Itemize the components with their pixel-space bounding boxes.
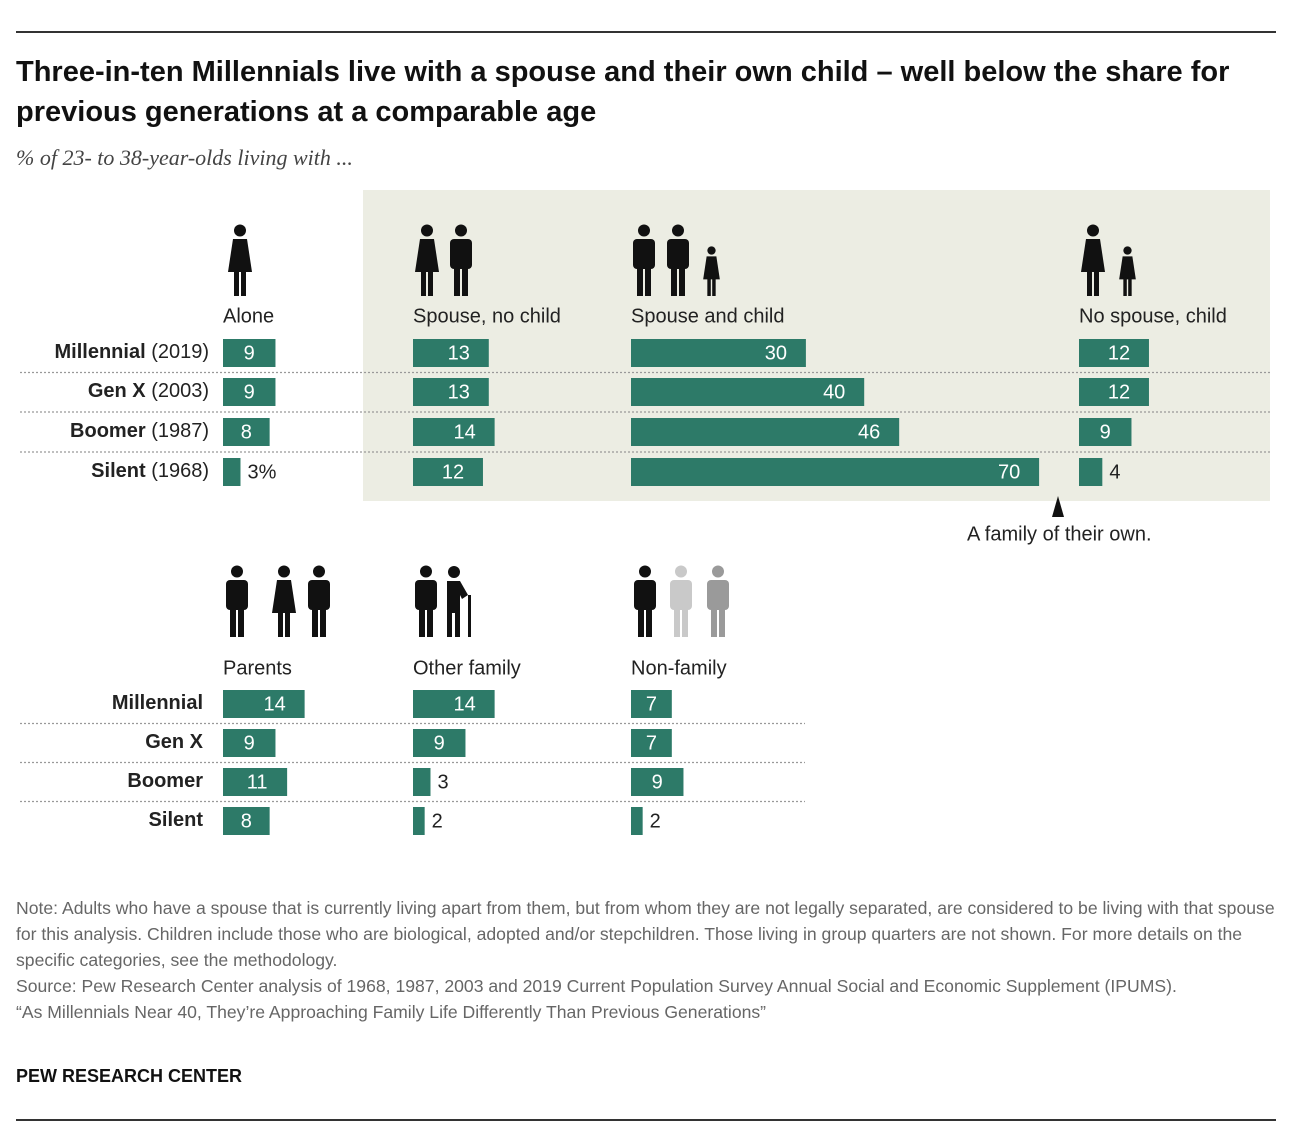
bar [223,729,276,757]
bar [223,418,270,446]
year: (1968) [151,460,209,482]
row-label: Millennial (2019) [55,341,210,363]
row-label: Boomer (1987) [70,420,209,442]
column-label: Non-family [631,657,727,679]
value-label: 9 [434,732,445,754]
column-label: Spouse, no child [413,305,561,327]
annotation: A family of their own. [967,523,1152,545]
column-label: No spouse, child [1079,305,1227,327]
bar [1079,418,1132,446]
year: (2003) [151,380,209,402]
bar [223,339,276,367]
value-label: 11 [247,771,268,793]
brand: PEW RESEARCH CENTER [16,1066,243,1086]
category: Boomer [70,420,146,442]
category: Silent [149,809,204,831]
bar [223,458,241,486]
note: Note: Adults who have a spouse that is c… [16,898,1275,970]
bar [223,768,288,796]
value-label: 9 [244,342,255,364]
bar [413,458,483,486]
bar [631,378,865,406]
value-label: 70 [998,461,1020,483]
chart-subtitle: % of 23- to 38-year-olds living with ... [16,145,353,170]
bottom-rule [16,1119,1276,1121]
bar [413,807,425,835]
value-label: 9 [652,771,663,793]
bar [413,729,466,757]
value-label: 46 [858,421,880,443]
bar [1079,458,1103,486]
bar [631,339,806,367]
source: Source: Pew Research Center analysis of … [16,976,1177,996]
value-label: 13 [448,381,470,403]
value-label: 9 [244,732,255,754]
value-label: 3% [247,461,276,483]
value-label: 14 [263,693,285,715]
row-label: Silent [149,809,204,831]
bar [1079,339,1149,367]
category: Gen X [145,731,203,753]
value-label: 13 [448,342,470,364]
column-label: Parents [223,657,292,679]
footnotes: Note: Adults who have a spouse that is c… [16,895,1278,1025]
bar [223,807,270,835]
bar [413,690,495,718]
value-label: 4 [1109,461,1120,483]
bar [413,418,495,446]
value-label: 7 [646,693,657,715]
column-label: Spouse and child [631,305,784,327]
row-label: Gen X [145,731,203,753]
bar [1079,378,1149,406]
column-label: Other family [413,657,521,679]
bar [223,690,305,718]
value-label: 12 [1108,381,1130,403]
bar [631,690,672,718]
category: Millennial [55,341,146,363]
value-label: 2 [650,810,661,832]
year: (1987) [151,420,209,442]
bar [413,768,431,796]
value-label: 14 [453,693,475,715]
top-rule [16,31,1276,33]
row-label: Silent (1968) [91,460,209,482]
value-label: 40 [823,381,845,403]
value-label: 8 [241,810,252,832]
bar [631,418,900,446]
report-title: “As Millennials Near 40, They’re Approac… [16,1002,767,1022]
category: Boomer [127,770,203,792]
value-label: 12 [442,461,464,483]
bar [413,339,489,367]
value-label: 14 [453,421,475,443]
category: Gen X [88,380,146,402]
chart-title: Three-in-ten Millennials live with a spo… [16,56,1230,128]
value-label: 7 [646,732,657,754]
column-label: Alone [223,305,274,327]
year: (2019) [151,341,209,363]
row-label: Boomer [127,770,203,792]
category: Silent [91,460,146,482]
bar [631,768,684,796]
value-label: 9 [1100,421,1111,443]
value-label: 3 [437,771,448,793]
bar [413,378,489,406]
row-label: Gen X (2003) [88,380,209,402]
bar [631,807,643,835]
bar [631,729,672,757]
bar [223,378,276,406]
value-label: 12 [1108,342,1130,364]
value-label: 30 [765,342,787,364]
bar [631,458,1040,486]
value-label: 9 [244,381,255,403]
value-label: 8 [241,421,252,443]
row-label: Millennial [112,692,203,714]
value-label: 2 [432,810,443,832]
category: Millennial [112,692,203,714]
annotation-arrow [1052,496,1064,517]
